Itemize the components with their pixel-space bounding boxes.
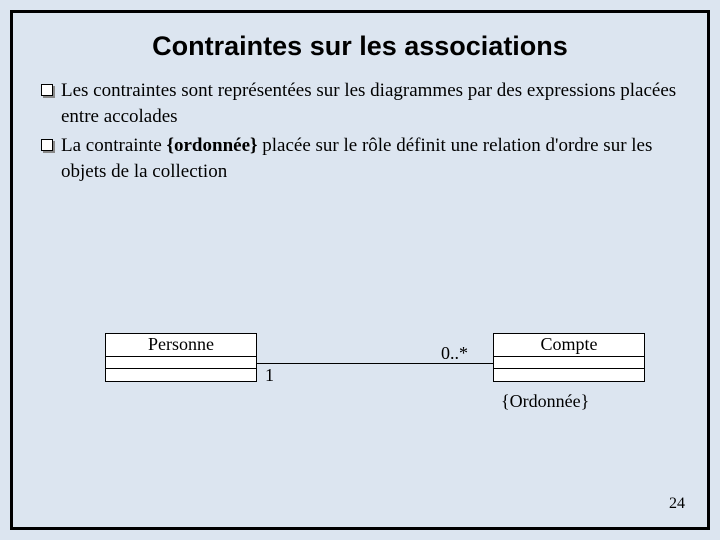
bullet-list: Les contraintes sont représentées sur le… [41, 78, 679, 185]
class-name: Personne [106, 334, 256, 357]
uml-diagram: Personne 1 0..* Compte {Ordonnée} [105, 333, 647, 453]
bullet-marker-icon [41, 84, 53, 96]
list-item: La contrainte {ordonnée} placée sur le r… [41, 133, 679, 184]
class-box-compte: Compte [493, 333, 645, 382]
slide-frame: Contraintes sur les associations Les con… [10, 10, 710, 530]
bullet-text-pre: La contrainte [61, 135, 167, 156]
bullet-text-bold: {ordonnée} [167, 135, 258, 156]
class-operations [106, 369, 256, 381]
class-operations [494, 369, 644, 381]
constraint-label: {Ordonnée} [501, 391, 589, 412]
bullet-text: La contrainte {ordonnée} placée sur le r… [61, 133, 679, 184]
class-attributes [106, 357, 256, 369]
class-box-personne: Personne [105, 333, 257, 382]
page-number: 24 [669, 495, 685, 513]
class-attributes [494, 357, 644, 369]
list-item: Les contraintes sont représentées sur le… [41, 78, 679, 129]
multiplicity-right: 0..* [441, 343, 468, 364]
bullet-text-pre: Les contraintes sont représentées sur le… [61, 80, 676, 127]
multiplicity-left: 1 [265, 365, 274, 386]
class-name: Compte [494, 334, 644, 357]
bullet-marker-icon [41, 139, 53, 151]
page-title: Contraintes sur les associations [41, 31, 679, 62]
bullet-text: Les contraintes sont représentées sur le… [61, 78, 679, 129]
